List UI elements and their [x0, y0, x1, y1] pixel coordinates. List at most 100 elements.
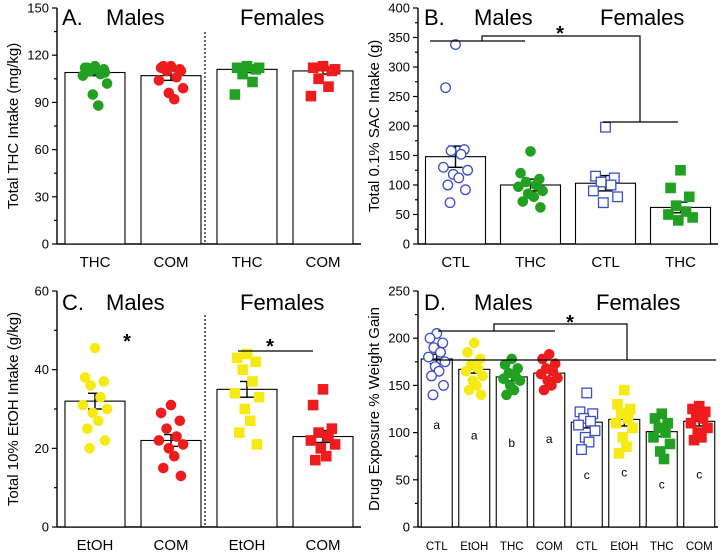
- data-point: [317, 60, 329, 72]
- data-point: [82, 423, 93, 434]
- group-letter: a: [433, 418, 440, 432]
- panel-letter: C.: [62, 290, 84, 315]
- y-tick-label: 40: [35, 362, 49, 377]
- category-label: THC: [232, 254, 263, 271]
- category-label: CTL: [441, 254, 469, 271]
- y-tick-label: 100: [388, 178, 410, 193]
- bar-thc: [495, 376, 528, 528]
- data-point: [702, 422, 713, 434]
- group-letter: c: [659, 478, 665, 492]
- data-point: [329, 439, 341, 450]
- data-point: [468, 337, 480, 349]
- data-point: [329, 64, 341, 75]
- data-point: [612, 191, 624, 203]
- data-point: [153, 75, 165, 86]
- data-point: [589, 425, 601, 437]
- data-point: [459, 184, 471, 196]
- data-point: [440, 82, 452, 94]
- y-tick-label: 300: [388, 60, 410, 75]
- data-point: [231, 352, 243, 364]
- data-point: [251, 439, 263, 450]
- data-point: [552, 372, 563, 384]
- data-point: [463, 384, 475, 396]
- data-point: [455, 148, 467, 160]
- data-point: [177, 439, 189, 450]
- data-point: [171, 431, 182, 442]
- y-tick-label: 150: [388, 378, 410, 393]
- data-point: [590, 170, 602, 182]
- data-point: [247, 376, 258, 387]
- data-point: [169, 93, 180, 105]
- data-point: [684, 191, 695, 203]
- data-point: [247, 76, 258, 88]
- data-point: [89, 342, 101, 354]
- data-point: [658, 453, 670, 465]
- data-point: [624, 403, 636, 415]
- data-point: [165, 399, 177, 411]
- data-point: [155, 407, 167, 419]
- data-point: [437, 161, 449, 173]
- data-point: [687, 212, 698, 223]
- data-point: [245, 415, 256, 427]
- data-point: [313, 73, 324, 85]
- y-tick-label: 0: [42, 237, 49, 252]
- y-tick-label: 50: [396, 472, 410, 487]
- data-point: [93, 415, 104, 427]
- panel-A: 0 30 60 90 120 150 Total THC Intake (mg/kg) A. M…: [5, 1, 361, 271]
- y-tick-label: 250: [388, 284, 410, 299]
- data-point: [673, 215, 684, 226]
- data-point: [462, 347, 473, 358]
- data-point: [77, 399, 89, 411]
- data-point: [444, 197, 456, 209]
- data-point: [323, 431, 334, 442]
- data-point: [664, 438, 676, 450]
- group-letter: b: [508, 436, 515, 450]
- data-point: [161, 423, 172, 434]
- data-point: [477, 370, 488, 382]
- data-point: [501, 389, 512, 401]
- data-point: [450, 39, 461, 51]
- category-label: EtOH: [610, 541, 638, 553]
- data-point: [610, 417, 622, 429]
- data-point: [663, 209, 674, 220]
- data-point: [508, 384, 520, 396]
- data-point: [426, 370, 437, 382]
- data-point: [323, 81, 334, 92]
- data-point: [174, 415, 186, 427]
- data-point: [573, 419, 584, 431]
- data-point: [517, 196, 529, 207]
- y-tick-label: 0: [403, 520, 410, 535]
- panel-letter: D.: [424, 290, 446, 315]
- data-point: [310, 454, 321, 466]
- category-label: EtOH: [77, 537, 114, 554]
- data-point: [153, 435, 165, 446]
- data-point: [439, 356, 451, 368]
- y-tick-label: 250: [388, 89, 410, 104]
- data-point: [307, 399, 319, 411]
- category-label: THC: [650, 541, 674, 553]
- bar-ctl: [574, 182, 637, 245]
- significance-star: *: [556, 23, 564, 45]
- data-point: [85, 380, 96, 391]
- data-point: [427, 389, 439, 401]
- title-males: Males: [106, 5, 165, 30]
- data-point: [613, 448, 625, 459]
- data-point: [462, 164, 474, 176]
- data-point: [175, 470, 187, 482]
- data-point: [618, 384, 630, 396]
- bracket-main: [493, 323, 628, 360]
- y-tick-label: 120: [27, 48, 49, 63]
- data-point: [445, 145, 457, 157]
- data-point: [471, 380, 482, 391]
- y-tick-label: 50: [396, 207, 410, 222]
- data-point: [423, 351, 434, 363]
- data-point: [234, 427, 245, 438]
- title-females: Females: [240, 290, 324, 315]
- data-point: [612, 398, 623, 410]
- data-point: [622, 413, 634, 424]
- y-axis-label: Total 10% EtOH Intake (g/kg): [5, 312, 22, 506]
- data-point: [535, 368, 547, 380]
- data-point: [506, 353, 518, 365]
- data-point: [605, 179, 617, 191]
- data-point: [475, 389, 487, 401]
